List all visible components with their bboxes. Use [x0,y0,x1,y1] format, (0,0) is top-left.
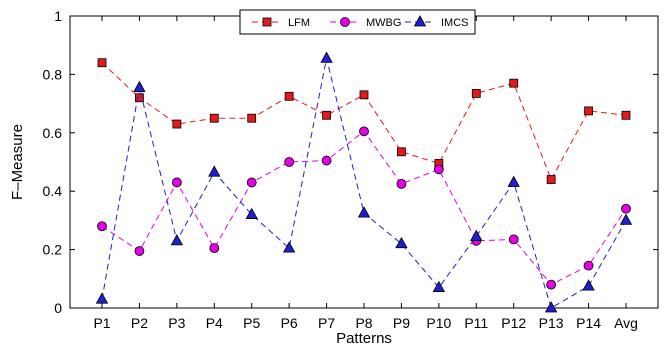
y-tick-label: 0 [54,300,62,316]
imcs-point [282,241,296,253]
lfm-point [509,78,519,88]
mwbg-point [583,260,594,271]
x-tick-label: P4 [206,315,223,331]
legend-marker [413,15,427,27]
imcs-point [245,207,258,219]
y-axis-label: F–Measure [9,124,26,200]
imcs-point [544,301,558,313]
mwbg-point [284,157,295,167]
lfm-point [621,110,631,120]
x-tick-label: Avg [614,315,638,331]
imcs-point [507,175,520,187]
x-tick-label: P11 [464,315,488,331]
y-tick-label: 0.4 [43,183,63,199]
x-tick-label: P6 [281,315,298,331]
x-axis-label: Patterns [336,330,392,347]
imcs-point [432,280,446,292]
mwbg-point [433,164,444,175]
mwbg-point [359,126,369,137]
legend-label: LFM [288,17,310,29]
x-tick-label: P1 [93,315,110,331]
lfm-point [172,119,182,129]
lfm-point [247,113,257,123]
x-tick-label: P7 [318,315,335,331]
plot-frame [69,15,659,309]
y-tick-label: 0.8 [43,66,63,82]
legend-label: IMCS [441,17,469,29]
mwbg-point [134,246,145,256]
plot-area: 00.20.40.60.81 P1 P2 P3 P4 P5 P6 P7 P8 P9 P10 P11 P… [43,8,659,331]
mwbg-point [209,243,220,254]
x-tick-label: P10 [426,315,451,331]
x-tick-label: P5 [243,315,260,331]
imcs-point [470,229,483,241]
mwbg-point [246,177,257,188]
y-tick-label: 1 [54,8,62,24]
mwbg-point [321,155,332,166]
imcs-point [357,206,371,218]
imcs-point [395,236,408,249]
legend-label: MWBG [366,17,401,29]
lfm-point [359,90,369,100]
y-tick-label: 0.2 [43,242,63,258]
x-tick-label: P13 [539,315,564,331]
x-tick-label: P8 [355,315,372,331]
imcs-point [619,213,633,225]
x-tick-label: P12 [501,315,526,331]
lfm-point [584,106,593,116]
x-tick-label: P14 [576,315,601,331]
mwbg-point [546,279,557,290]
mwbg-point [508,234,519,245]
legend-box [239,9,476,35]
legend: LFM MWBG IMCS [239,9,476,35]
lfm-point [322,110,331,120]
lfm-point [284,91,294,101]
imcs-point [95,292,109,304]
lfm-point [397,147,406,157]
series-lfm [97,58,631,184]
series-imcs [95,51,633,313]
imcs-point [320,51,333,63]
mwbg-point [396,178,407,189]
x-tick-label: P2 [131,315,148,331]
x-tick-label: P3 [168,315,185,331]
imcs-point [208,165,221,177]
mwbg-point [621,203,631,214]
legend-marker [340,17,350,27]
imcs-point [133,80,146,92]
imcs-point [170,234,184,246]
lfm-point [97,58,107,68]
x-tick-label: P9 [393,315,410,331]
mwbg-point [171,177,182,188]
y-tick-label: 0.6 [43,125,63,141]
lfm-point [135,93,144,103]
lfm-point [546,175,556,184]
imcs-point [582,279,595,291]
lfm-point [471,88,481,98]
legend-marker [262,17,272,27]
series-layer [95,51,633,313]
mwbg-point [97,221,107,232]
lfm-point [209,113,219,123]
x-axis-ticks: P1 P2 P3 P4 P5 P6 P7 P8 P9 P10 P11 P12 P13 P14 Avg [93,16,638,331]
y-axis-ticks: 0 0.2 0.4 0.6 0.8 1 [43,8,658,316]
legend-items: LFM MWBG IMCS [252,15,469,29]
